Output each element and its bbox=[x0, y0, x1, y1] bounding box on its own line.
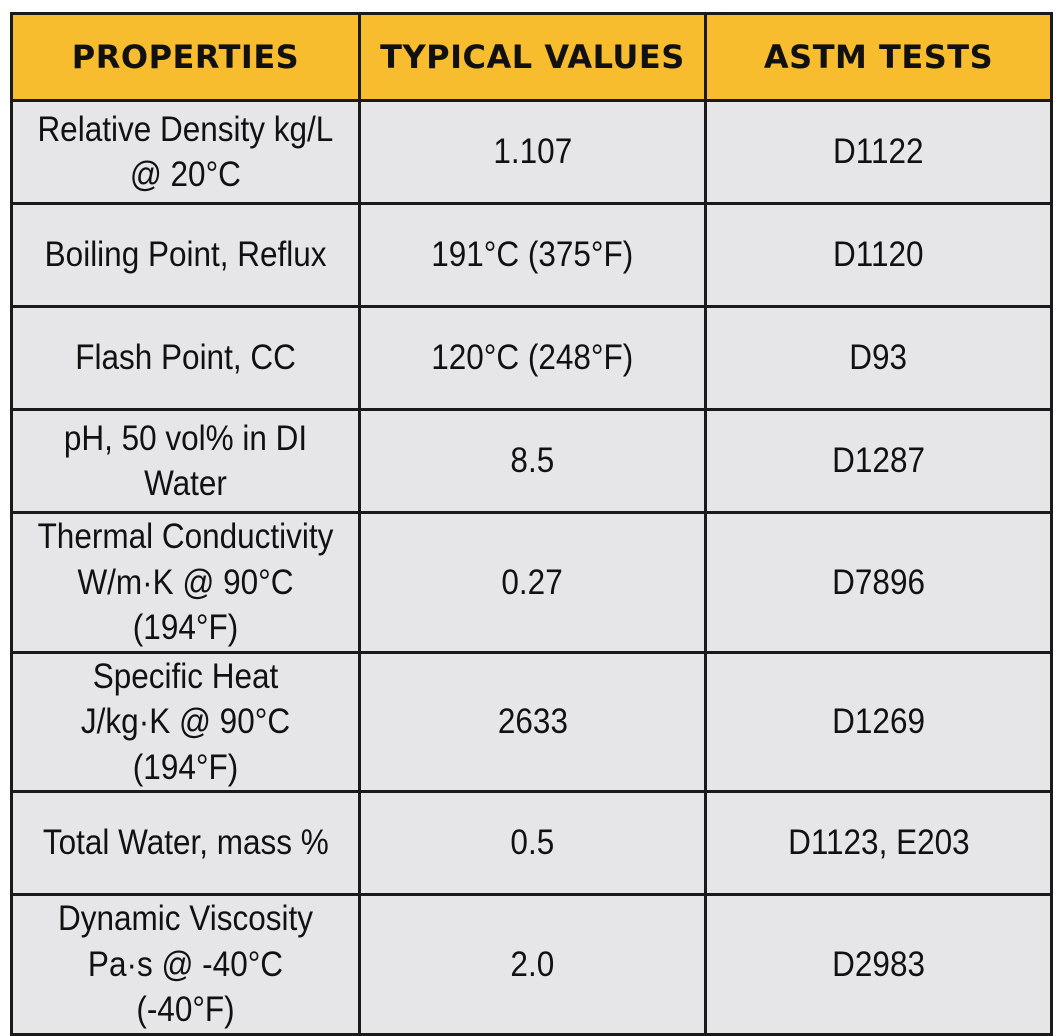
header-row: PROPERTIES TYPICAL VALUES ASTM TESTS bbox=[10, 12, 1053, 102]
value-cell: 2633 bbox=[358, 650, 707, 793]
test-cell: D1123, E203 bbox=[704, 790, 1053, 896]
test-cell: D1122 bbox=[704, 99, 1053, 205]
property-text: Relative Density kg/L @ 20°C bbox=[37, 109, 334, 195]
table-row: Total Water, mass % 0.5 D1123, E203 bbox=[10, 790, 1053, 896]
properties-table: PROPERTIES TYPICAL VALUES ASTM TESTS Rel… bbox=[10, 12, 1053, 1036]
test-cell: D1120 bbox=[704, 202, 1053, 308]
properties-table-container: PROPERTIES TYPICAL VALUES ASTM TESTS Rel… bbox=[10, 12, 1053, 1036]
table-row: Specific Heat J/kg·K @ 90°C (194°F) 2633… bbox=[10, 650, 1053, 793]
table-row: Boiling Point, Reflux 191°C (375°F) D112… bbox=[10, 202, 1053, 308]
table-row: pH, 50 vol% in DI Water 8.5 D1287 bbox=[10, 408, 1053, 514]
table-row: Thermal Conductivity W/m·K @ 90°C (194°F… bbox=[10, 511, 1053, 654]
value-text: 2633 bbox=[497, 702, 568, 741]
property-text: Flash Point, CC bbox=[75, 338, 296, 378]
header-properties: PROPERTIES bbox=[10, 12, 361, 102]
value-cell: 120°C (248°F) bbox=[358, 305, 707, 411]
header-typical-values: TYPICAL VALUES bbox=[358, 12, 707, 102]
test-text: D1287 bbox=[832, 441, 925, 481]
table-body: Relative Density kg/L @ 20°C 1.107 D1122… bbox=[10, 99, 1053, 1036]
table-row: Dynamic Viscosity Pa·s @ -40°C (-40°F) 2… bbox=[10, 893, 1053, 1036]
table-row: Flash Point, CC 120°C (248°F) D93 bbox=[10, 305, 1053, 411]
property-cell: Total Water, mass % bbox=[10, 790, 361, 896]
table-row: Relative Density kg/L @ 20°C 1.107 D1122 bbox=[10, 99, 1053, 205]
test-text: D1122 bbox=[833, 132, 924, 172]
test-cell: D93 bbox=[704, 305, 1053, 411]
test-text: D2983 bbox=[832, 944, 925, 984]
property-cell: Specific Heat J/kg·K @ 90°C (194°F) bbox=[10, 650, 361, 793]
property-text: Thermal Conductivity W/m·K @ 90°C (194°F… bbox=[37, 517, 334, 647]
test-cell: D2983 bbox=[704, 893, 1053, 1036]
property-text: Dynamic Viscosity Pa·s @ -40°C (-40°F) bbox=[57, 899, 313, 1029]
value-text: 0.5 bbox=[510, 823, 555, 863]
value-cell: 0.5 bbox=[358, 790, 707, 896]
value-text: 2.0 bbox=[510, 944, 555, 984]
test-text: D1269 bbox=[832, 702, 925, 741]
test-text: D1123, E203 bbox=[787, 823, 970, 863]
property-cell: Flash Point, CC bbox=[10, 305, 361, 411]
property-cell: Thermal Conductivity W/m·K @ 90°C (194°F… bbox=[10, 511, 361, 654]
value-text: 0.27 bbox=[501, 562, 564, 602]
test-text: D1120 bbox=[833, 235, 924, 275]
test-text: D7896 bbox=[832, 562, 925, 602]
property-text: Specific Heat J/kg·K @ 90°C (194°F) bbox=[80, 656, 291, 787]
test-cell: D1269 bbox=[704, 650, 1053, 793]
value-cell: 2.0 bbox=[358, 893, 707, 1036]
property-cell: Boiling Point, Reflux bbox=[10, 202, 361, 308]
value-text: 1.107 bbox=[493, 132, 572, 172]
table-header: PROPERTIES TYPICAL VALUES ASTM TESTS bbox=[10, 12, 1053, 102]
value-cell: 1.107 bbox=[358, 99, 707, 205]
property-text: Total Water, mass % bbox=[42, 823, 329, 863]
value-text: 191°C (375°F) bbox=[431, 235, 634, 275]
header-astm-tests: ASTM TESTS bbox=[704, 12, 1053, 102]
property-cell: Dynamic Viscosity Pa·s @ -40°C (-40°F) bbox=[10, 893, 361, 1036]
value-cell: 0.27 bbox=[358, 511, 707, 654]
test-cell: D1287 bbox=[704, 408, 1053, 514]
test-text: D93 bbox=[849, 338, 908, 378]
test-cell: D7896 bbox=[704, 511, 1053, 654]
value-cell: 191°C (375°F) bbox=[358, 202, 707, 308]
property-cell: Relative Density kg/L @ 20°C bbox=[10, 99, 361, 205]
property-text: Boiling Point, Reflux bbox=[44, 235, 327, 275]
value-text: 8.5 bbox=[510, 441, 555, 481]
value-cell: 8.5 bbox=[358, 408, 707, 514]
property-cell: pH, 50 vol% in DI Water bbox=[10, 408, 361, 514]
value-text: 120°C (248°F) bbox=[431, 338, 634, 378]
property-text: pH, 50 vol% in DI Water bbox=[63, 418, 308, 504]
